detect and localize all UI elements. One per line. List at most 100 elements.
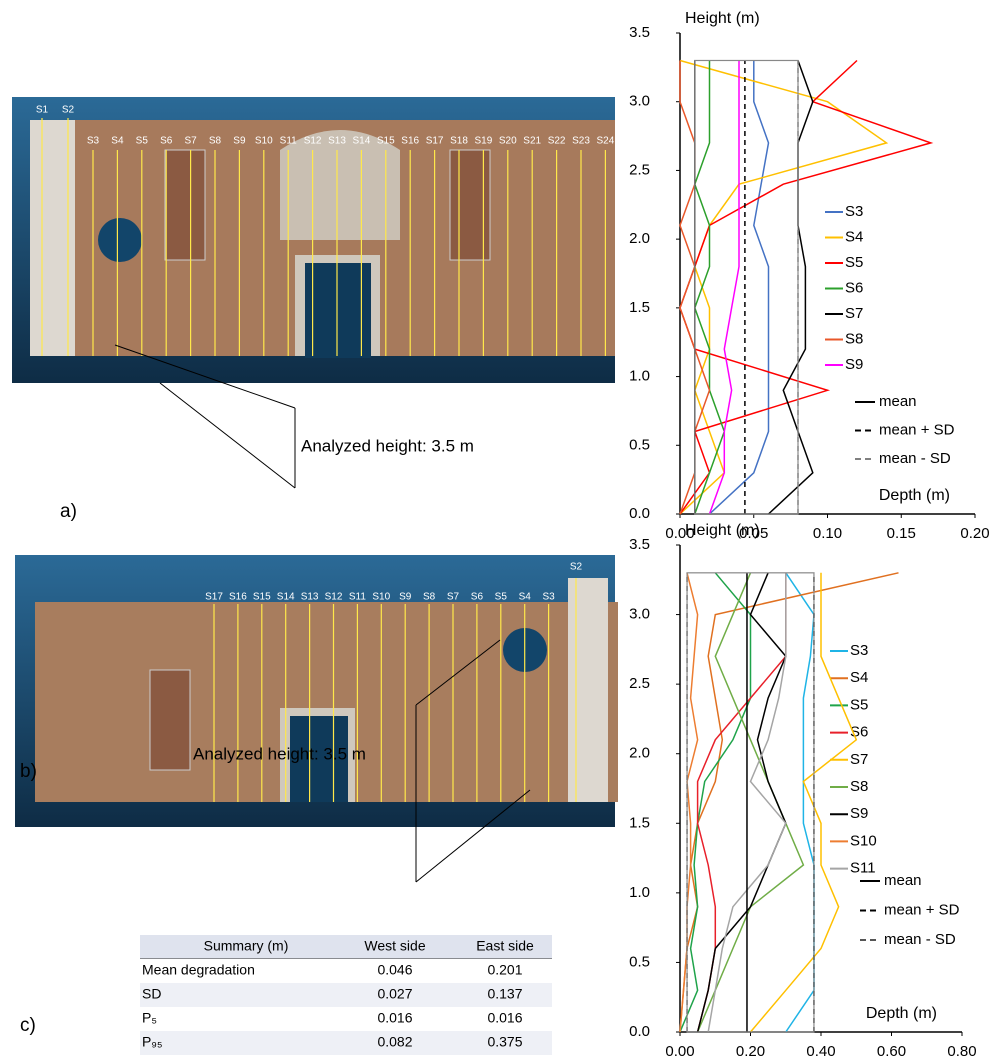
table-header-cell: West side (364, 938, 425, 954)
x-tick-label: 0.05 (739, 525, 768, 542)
legend-label: mean - SD (879, 450, 951, 467)
legend-label: S10 (850, 832, 877, 849)
note: Analyzed height: 3.5 m (301, 436, 474, 455)
table-cell: 0.082 (377, 1034, 412, 1050)
table-cell: 0.375 (487, 1034, 522, 1050)
section-label: S8 (423, 592, 436, 603)
section-label: S24 (597, 136, 615, 147)
legend-label: S11 (850, 860, 876, 877)
arrow (415, 639, 501, 706)
section-label: S16 (229, 592, 247, 603)
table-cell: P₉₅ (142, 1034, 163, 1050)
section-label: S3 (542, 592, 555, 603)
x-axis-title: Depth (m) (879, 487, 950, 504)
section-label: S11 (349, 592, 366, 603)
section-label: S2 (570, 562, 583, 573)
table-cell: 0.046 (377, 962, 412, 978)
section-label: S6 (160, 136, 173, 147)
x-tick-label: 0.10 (813, 525, 842, 542)
x-axis-title: Depth (m) (866, 1005, 937, 1022)
y-tick-label: 2.0 (629, 745, 650, 762)
arrow (114, 344, 296, 409)
x-tick-label: 0.20 (960, 525, 989, 542)
section-label: S22 (548, 136, 566, 147)
window (149, 669, 191, 771)
x-tick-label: 0.80 (947, 1043, 976, 1059)
table-header-cell: East side (476, 938, 534, 954)
table-cell: 0.201 (487, 962, 522, 978)
y-tick-label: 0.5 (629, 436, 650, 453)
legend-label: S6 (845, 279, 863, 296)
section-label: S10 (372, 592, 390, 603)
profile-line (694, 60, 726, 515)
table-row (140, 983, 552, 1007)
section-label: S17 (426, 136, 444, 147)
section-label: S14 (277, 592, 295, 603)
y-tick-label: 1.0 (629, 884, 650, 901)
profile-line (785, 572, 815, 1033)
table-cell: 0.016 (487, 1010, 522, 1026)
section-label: S7 (447, 592, 460, 603)
section-label: S4 (111, 136, 124, 147)
section-label: S23 (572, 136, 590, 147)
table-row (140, 1007, 552, 1031)
x-tick-label: 0.15 (887, 525, 916, 542)
y-tick-label: 3.0 (629, 93, 650, 110)
table-header-cell: Summary (m) (204, 938, 289, 954)
legend-label: mean (879, 393, 917, 410)
section-label: S18 (450, 136, 468, 147)
door (290, 716, 348, 802)
x-tick-label: 0.60 (877, 1043, 906, 1059)
section-label: S2 (62, 105, 75, 116)
section-label: S5 (495, 592, 508, 603)
section-label: S14 (353, 136, 371, 147)
table-cell: 0.016 (377, 1010, 412, 1026)
legend-label: S7 (845, 305, 863, 322)
profile-line (767, 60, 814, 515)
y-tick-label: 1.5 (629, 299, 650, 316)
section-label: S1 (36, 105, 49, 116)
portal (280, 130, 400, 240)
legend-label: S8 (845, 330, 863, 347)
panel-label: b) (20, 761, 37, 782)
section-label: S12 (304, 136, 322, 147)
section-label: S8 (209, 136, 222, 147)
table-row (140, 959, 552, 983)
sd-box (686, 572, 815, 1033)
profile-line (708, 60, 770, 515)
section-label: S17 (205, 592, 223, 603)
sd-box (694, 59, 799, 515)
round-opening (98, 218, 142, 262)
profile-line (749, 572, 858, 1033)
legend-label: mean + SD (879, 421, 955, 438)
legend-label: mean - SD (884, 931, 956, 948)
section-label: S21 (523, 136, 541, 147)
section-label: S5 (136, 136, 149, 147)
y-tick-label: 2.5 (629, 675, 650, 692)
y-tick-label: 1.5 (629, 814, 650, 831)
profile-line (679, 572, 752, 1033)
y-tick-label: 0.0 (629, 1023, 650, 1040)
y-tick-label: 3.5 (629, 536, 650, 553)
window (164, 149, 206, 261)
table-cell: P₅ (142, 1010, 157, 1026)
profile-line (679, 572, 699, 1033)
profile-line (708, 60, 740, 515)
section-label: S11 (280, 136, 297, 147)
table-cell: SD (142, 986, 161, 1002)
legend-label: S5 (845, 254, 863, 271)
y-tick-label: 0.0 (629, 505, 650, 522)
y-tick-label: 3.5 (629, 24, 650, 41)
profile-line (696, 572, 787, 1033)
x-tick-label: 0.40 (806, 1043, 835, 1059)
section-label: S19 (475, 136, 493, 147)
legend-label: S9 (845, 356, 863, 373)
y-axis-title: Height (m) (685, 522, 760, 539)
section-label: S16 (401, 136, 419, 147)
y-tick-label: 0.5 (629, 953, 650, 970)
door (305, 263, 371, 358)
profile-line (707, 572, 787, 1033)
x-tick-label: 0.00 (665, 1043, 694, 1059)
legend-label: mean + SD (884, 901, 960, 918)
